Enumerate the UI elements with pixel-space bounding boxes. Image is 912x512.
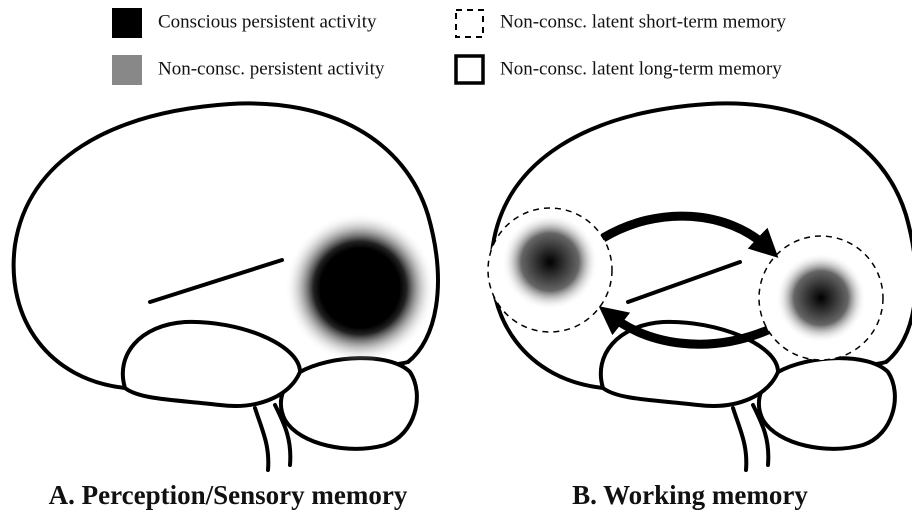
legend-swatch	[112, 8, 142, 38]
activity-blob	[776, 253, 866, 343]
brainstem	[731, 403, 771, 472]
arrow	[598, 306, 770, 349]
cerebellum	[757, 356, 897, 451]
panel-caption: B. Working memory	[572, 480, 808, 510]
legend-label: Non-consc. persistent activity	[158, 58, 385, 79]
legend-swatch	[454, 54, 485, 85]
legend-label: Non-consc. latent short-term memory	[500, 11, 786, 32]
panel-caption: A. Perception/Sensory memory	[49, 480, 408, 510]
brainstem	[253, 403, 293, 472]
legend-label: Non-consc. latent long-term memory	[500, 58, 782, 79]
temporal-lobe	[120, 319, 302, 408]
sulcus	[626, 260, 742, 304]
arrow	[600, 211, 779, 258]
brain-a	[11, 101, 440, 472]
legend: Conscious persistent activity Non-consc.…	[112, 8, 786, 85]
activity-blob	[285, 213, 435, 363]
legend-swatch	[455, 9, 484, 38]
brain-b	[487, 101, 912, 472]
legend-label: Conscious persistent activity	[158, 11, 377, 32]
legend-swatch	[112, 55, 142, 85]
activity-blob	[502, 214, 598, 310]
sulcus	[148, 258, 284, 304]
